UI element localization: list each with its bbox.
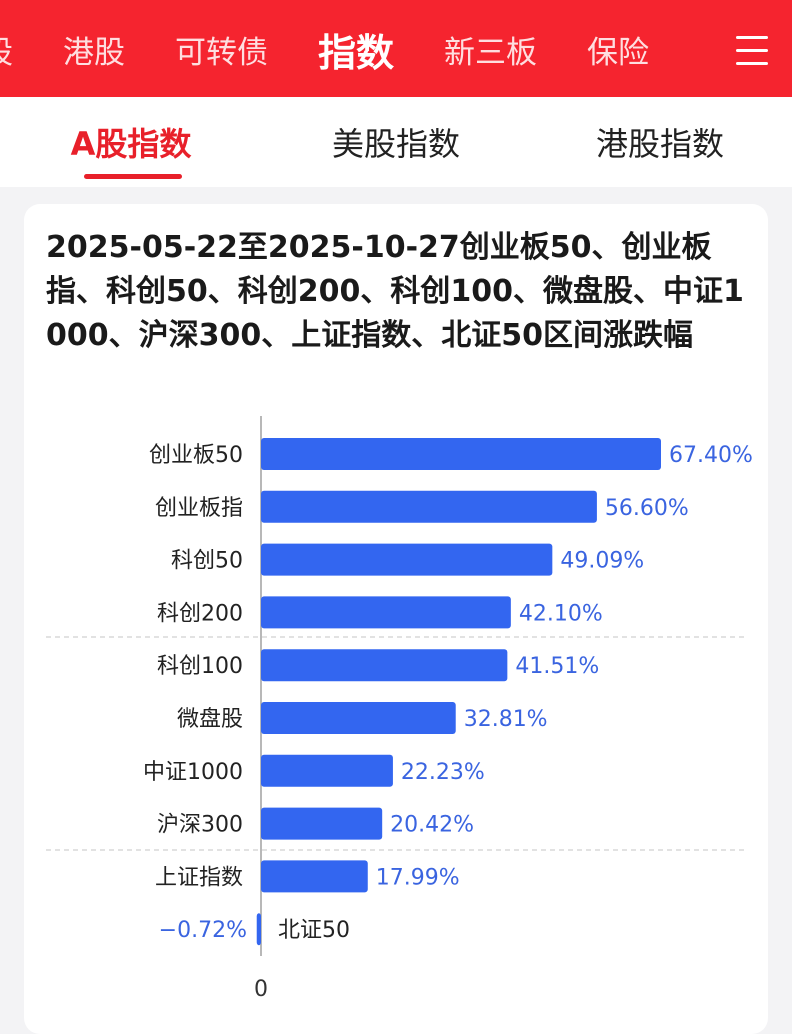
bar-3 bbox=[261, 543, 553, 576]
top-nav-item-hk-stock[interactable]: 港股 bbox=[63, 34, 125, 71]
value-label-1: 67.40% bbox=[669, 443, 753, 468]
category-label-2: 创业板指 bbox=[155, 496, 243, 521]
bar-chart: 创业板50 67.40% 创业板指 56.60% 科创50 49.09% 科创200 42.1… bbox=[46, 416, 753, 1002]
value-label-9: 17.99% bbox=[376, 865, 460, 890]
bar-4 bbox=[261, 596, 511, 629]
bar-8 bbox=[261, 807, 383, 840]
value-label-10: −0.72% bbox=[159, 918, 247, 943]
top-nav-item-convertible-bond[interactable]: 可转债 bbox=[175, 34, 268, 71]
value-label-4: 42.10% bbox=[519, 601, 603, 626]
category-label-10: 北证50 bbox=[278, 918, 350, 943]
value-label-8: 20.42% bbox=[390, 813, 474, 838]
top-nav: 股 港股 可转债 指数 新三板 保险 基 bbox=[0, 24, 780, 75]
category-label-8: 沪深300 bbox=[157, 813, 243, 838]
hamburger-menu-icon[interactable] bbox=[696, 0, 792, 97]
category-label-6: 微盘股 bbox=[177, 707, 243, 732]
category-label-7: 中证1000 bbox=[143, 760, 243, 785]
bar-1 bbox=[261, 438, 661, 470]
chart-card: 2025-05-22至2025-10-27创业板50、创业板指、科创50、科创2… bbox=[24, 204, 768, 1034]
x-tick-label-0: 0 bbox=[254, 977, 268, 1002]
value-label-6: 32.81% bbox=[464, 707, 548, 732]
category-label-4: 科创200 bbox=[157, 601, 243, 626]
value-label-5: 41.51% bbox=[515, 654, 599, 679]
value-label-3: 49.09% bbox=[560, 549, 644, 574]
bar-9 bbox=[261, 860, 368, 893]
category-label-3: 科创50 bbox=[171, 549, 243, 574]
tab-us-stock-index[interactable]: 美股指数 bbox=[331, 125, 461, 163]
bar-7 bbox=[261, 754, 393, 787]
top-nav-item-index[interactable]: 指数 bbox=[318, 30, 395, 75]
value-label-2: 56.60% bbox=[605, 496, 689, 521]
tab-hk-stock-index[interactable]: 港股指数 bbox=[595, 125, 725, 163]
value-label-7: 22.23% bbox=[401, 760, 485, 785]
bar-5 bbox=[261, 649, 508, 682]
category-label-1: 创业板50 bbox=[149, 443, 243, 468]
chart-title: 2025-05-22至2025-10-27创业板50、创业板指、科创50、科创2… bbox=[46, 230, 744, 353]
top-nav-item-neeq[interactable]: 新三板 bbox=[444, 34, 538, 71]
bar-6 bbox=[261, 702, 456, 734]
sub-tabs: A股指数 美股指数 港股指数 bbox=[0, 97, 792, 187]
category-label-9: 上证指数 bbox=[155, 865, 243, 890]
top-nav-item-stock[interactable]: 股 bbox=[0, 27, 13, 72]
category-label-5: 科创100 bbox=[157, 654, 243, 679]
bar-2 bbox=[261, 490, 597, 523]
bar-10 bbox=[256, 913, 261, 946]
active-tab-underline bbox=[84, 174, 182, 179]
top-nav-item-insurance[interactable]: 保险 bbox=[587, 34, 650, 71]
top-nav-bar: 股 港股 可转债 指数 新三板 保险 基 bbox=[0, 0, 792, 97]
tab-a-share-index[interactable]: A股指数 bbox=[70, 125, 192, 163]
